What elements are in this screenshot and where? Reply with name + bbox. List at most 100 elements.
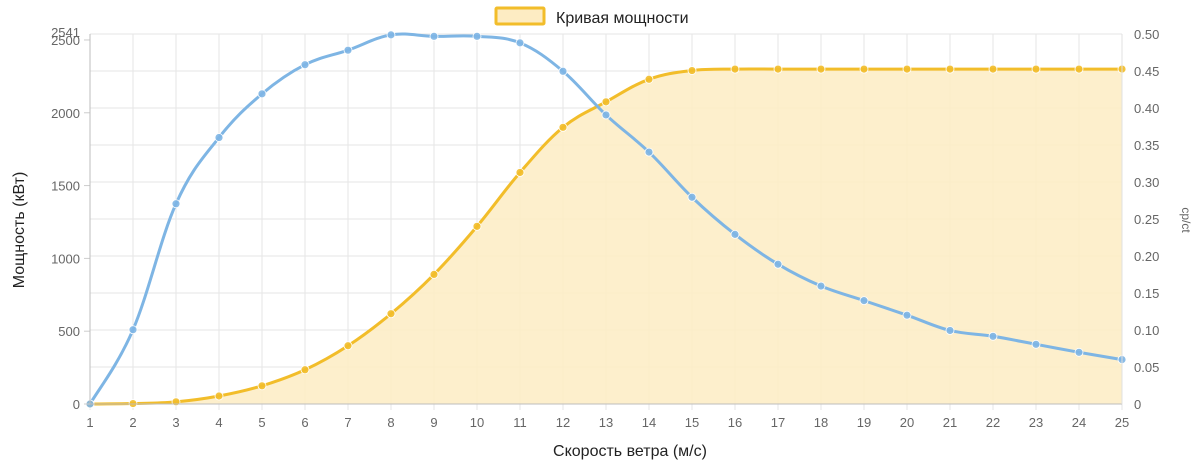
x-tick-label: 17 xyxy=(771,415,785,430)
series-0-point[interactable] xyxy=(300,365,310,375)
y2-tick-label: 0.50 xyxy=(1134,27,1159,42)
x-tick-label: 5 xyxy=(258,415,265,430)
series-0-point[interactable] xyxy=(988,64,998,74)
series-1-point[interactable] xyxy=(945,326,955,335)
y2-tick-label: 0.35 xyxy=(1134,138,1159,153)
x-tick-label: 19 xyxy=(857,415,871,430)
series-1-point[interactable] xyxy=(687,192,697,202)
series-1-point[interactable] xyxy=(988,331,998,341)
area-layer xyxy=(90,68,1122,405)
legend-swatch[interactable] xyxy=(494,6,546,26)
x-tick-label: 25 xyxy=(1115,415,1129,430)
series-0-point[interactable] xyxy=(386,309,396,319)
y-max-label: 2541 xyxy=(51,25,80,40)
y-tick-label: 1500 xyxy=(51,179,80,194)
series-1-point[interactable] xyxy=(128,325,138,335)
series-1-point[interactable] xyxy=(343,45,353,55)
x-tick-label: 20 xyxy=(900,415,914,430)
series-0-point[interactable] xyxy=(171,397,181,407)
x-tick-label: 1 xyxy=(86,415,93,430)
series-0-point[interactable] xyxy=(515,168,525,177)
series-0-point[interactable] xyxy=(859,64,869,74)
series-0-point[interactable] xyxy=(257,381,267,391)
series-0-point[interactable] xyxy=(558,122,568,132)
series-1-point[interactable] xyxy=(859,296,869,306)
y-tick-label: 500 xyxy=(58,324,80,339)
x-tick-label: 4 xyxy=(215,415,222,430)
y-tick-label: 0 xyxy=(73,397,80,412)
series-1-point[interactable] xyxy=(773,259,783,269)
series-0-point[interactable] xyxy=(730,64,740,74)
x-tick-label: 7 xyxy=(344,415,351,430)
series-1-point[interactable] xyxy=(257,89,267,99)
series-1-point[interactable] xyxy=(214,133,224,142)
series-1-point[interactable] xyxy=(730,229,740,239)
x-tick-label: 14 xyxy=(642,415,656,430)
x-tick-label: 13 xyxy=(599,415,613,430)
series-0-point[interactable] xyxy=(687,66,697,75)
x-tick-label: 2 xyxy=(129,415,136,430)
x-tick-label: 21 xyxy=(943,415,957,430)
y2-tick-label: 0.45 xyxy=(1134,64,1159,79)
point-layer xyxy=(85,30,1127,409)
series-1-point[interactable] xyxy=(558,66,568,76)
y2-tick-label: 0 xyxy=(1134,397,1141,412)
y-axis-title: Мощность (кВт) xyxy=(11,172,28,289)
series-1-point[interactable] xyxy=(816,281,826,291)
x-tick-label: 12 xyxy=(556,415,570,430)
x-tick-label: 15 xyxy=(685,415,699,430)
x-tick-label: 18 xyxy=(814,415,828,430)
series-1-point[interactable] xyxy=(1074,347,1084,357)
x-tick-label: 23 xyxy=(1029,415,1043,430)
series-0-point[interactable] xyxy=(902,64,912,74)
series-0-area xyxy=(90,68,1122,405)
series-1-point[interactable] xyxy=(1031,339,1041,349)
legend[interactable]: Кривая мощности xyxy=(494,6,689,27)
series-1-point[interactable] xyxy=(171,199,181,209)
x-axis-title: Скорость ветра (м/с) xyxy=(553,443,707,460)
x-tick-label: 3 xyxy=(172,415,179,430)
x-tick-label: 24 xyxy=(1072,415,1086,430)
series-0-point[interactable] xyxy=(429,270,439,279)
x-tick-label: 11 xyxy=(513,415,527,430)
series-0-point[interactable] xyxy=(343,341,353,351)
series-0-point[interactable] xyxy=(644,74,654,84)
y-tick-label: 2500 xyxy=(51,33,80,48)
axes: 1 2 3 4 5 6 7 8 9 10 11 12 13 14 15 16 17 18 19 20 21 22 23 24 2… xyxy=(51,25,1159,430)
series-0-point[interactable] xyxy=(773,64,783,74)
series-1-point[interactable] xyxy=(300,60,310,70)
series-0-point[interactable] xyxy=(214,391,224,401)
x-tick-label: 9 xyxy=(430,415,437,430)
legend-label[interactable]: Кривая мощности xyxy=(556,10,689,27)
y2-tick-label: 0.25 xyxy=(1134,212,1159,227)
series-0-point[interactable] xyxy=(1031,64,1041,74)
y2-tick-label: 0.15 xyxy=(1134,286,1159,301)
x-tick-label: 22 xyxy=(986,415,1000,430)
y2-tick-label: 0.10 xyxy=(1134,323,1159,338)
series-0-point[interactable] xyxy=(945,64,955,74)
series-0-point[interactable] xyxy=(601,97,611,107)
series-0-point[interactable] xyxy=(472,221,482,231)
series-1-point[interactable] xyxy=(429,31,439,41)
y2-axis-title: cp/ct xyxy=(1179,207,1193,233)
x-tick-label: 10 xyxy=(470,415,484,430)
y2-tick-label: 0.20 xyxy=(1134,249,1159,264)
y2-tick-label: 0.40 xyxy=(1134,101,1159,116)
series-1-point[interactable] xyxy=(386,30,396,40)
series-1-point[interactable] xyxy=(644,147,654,157)
series-1-point[interactable] xyxy=(515,38,525,48)
y-tick-label: 2000 xyxy=(51,106,80,121)
x-tick-label: 8 xyxy=(387,415,394,430)
y2-tick-label: 0.30 xyxy=(1134,175,1159,190)
series-0-point[interactable] xyxy=(1074,64,1084,74)
y-tick-label: 1000 xyxy=(51,251,80,266)
x-tick-label: 6 xyxy=(301,415,308,430)
series-0-point[interactable] xyxy=(816,64,826,74)
series-1-point[interactable] xyxy=(902,310,912,320)
y2-tick-label: 0.05 xyxy=(1134,360,1159,375)
series-1-point[interactable] xyxy=(601,110,611,120)
x-tick-label: 16 xyxy=(728,415,742,430)
series-1-point[interactable] xyxy=(472,31,482,41)
